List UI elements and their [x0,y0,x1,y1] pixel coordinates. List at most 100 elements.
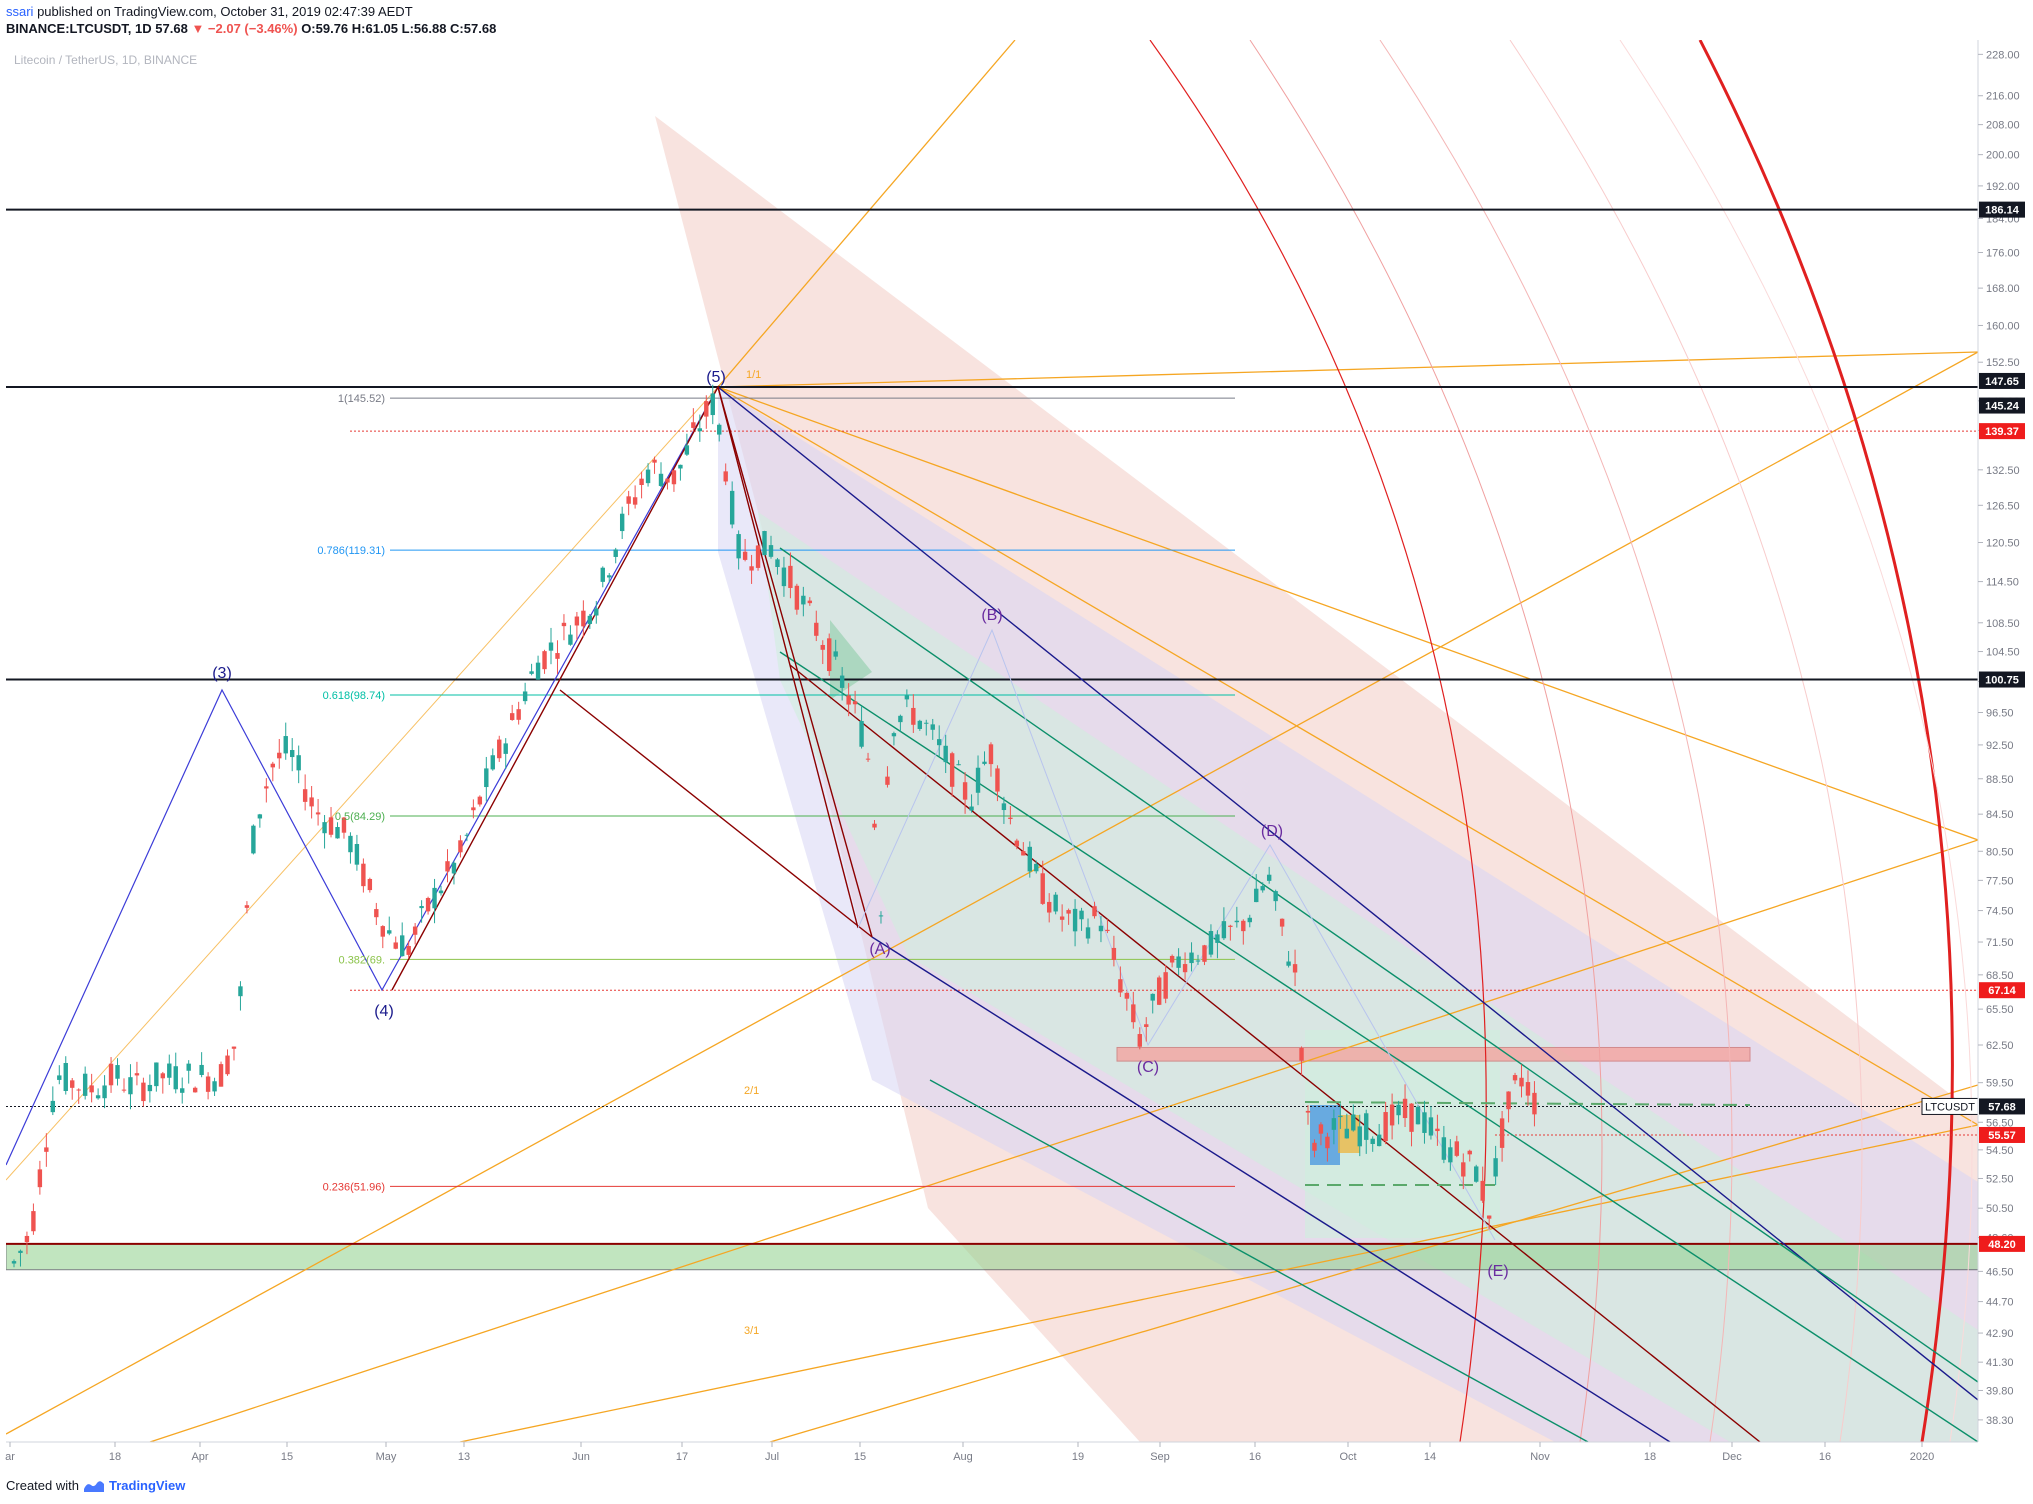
chart-header: ssari published on TradingView.com, Octo… [0,0,2033,40]
wave-label: (E) [1487,1263,1508,1280]
candle-body [1389,1104,1395,1126]
candle-body [57,1075,62,1080]
candle-body [18,1250,23,1253]
candle-body [1286,961,1291,966]
candle-body [367,878,373,891]
pitchfork-line [717,386,1978,1401]
author-name[interactable]: ssari [6,4,34,19]
candle-body [1305,1110,1311,1113]
candle-body [982,761,987,764]
candle-body [632,497,638,505]
x-tick-label: 16 [1819,1451,1831,1463]
candle-body [865,758,871,760]
candle-body [464,834,470,836]
candle-body [645,469,651,484]
candle-body [1512,1075,1518,1081]
candle-body [1189,952,1194,964]
candle-body [1331,1118,1337,1130]
candle-body [1150,993,1155,1001]
y-tick-label: 44.70 [1986,1297,2014,1309]
candle-body [1176,956,1181,968]
candle-body [154,1062,159,1087]
candle-body [1059,916,1065,920]
gann-arc [1509,40,1863,1442]
candle-body [1474,1166,1479,1182]
candle-body [1118,979,1123,993]
candle-body [1021,851,1026,856]
gann-arc [1249,40,1603,1442]
candle-body [1215,934,1220,943]
candle-body [432,887,437,909]
wave-label: (C) [1137,1059,1159,1076]
time-axis[interactable]: ar 18 Apr 15 May 13 Jun 17 Jul 15 Aug 19 Sep 16 Oct 14 N… [5,1441,1978,1463]
candle-body [697,428,703,432]
y-tick-label: 38.30 [1986,1415,2014,1427]
candle-body [328,817,334,835]
y-tick-label: 160.00 [1986,320,2020,332]
plot-area[interactable]: LTCUSDT [6,40,1978,1442]
wave-path [6,386,719,1166]
candle-body [1105,929,1110,932]
price-tag [1979,1126,2025,1143]
candle-body [218,1064,224,1087]
candle-body [671,470,677,485]
candle-body [141,1082,146,1102]
candle-body [904,695,910,700]
candle-body [290,750,295,758]
price-tag [1979,1235,2025,1252]
candle-body [775,559,780,568]
x-tick-label: Sep [1150,1451,1170,1463]
candle-body [885,776,890,785]
candle-body [121,1089,127,1091]
candle-body [89,1085,94,1093]
created-with-text: Created with [6,1478,79,1493]
candle-body [115,1065,120,1079]
candle-body [128,1077,133,1095]
candle-body [1461,1162,1466,1177]
price-tag-label: 186.14 [1985,205,2020,217]
candle-body [270,763,275,768]
candle-body [678,464,683,469]
publish-line: ssari published on TradingView.com, Octo… [6,4,413,19]
y-tick-label: 126.50 [1986,500,2020,512]
candle-body [1124,992,1130,999]
candle-body [393,942,398,949]
y-tick-label: 228.00 [1986,49,2020,61]
candle-body [1182,964,1188,973]
y-tick-label: 46.50 [1986,1266,2014,1278]
gann-arc [1379,40,1733,1442]
chart-title: Litecoin / TetherUS, 1D, BINANCE [14,53,197,67]
gann-fan-line [6,351,1978,1435]
candle-body [1266,874,1272,881]
candle-body [684,445,690,455]
candle-body [574,616,580,626]
y-tick-label: 120.50 [1986,537,2020,549]
price-tag-label: 147.65 [1985,376,2019,388]
candle-body [134,1073,140,1076]
candle-body [846,695,851,705]
candle-body [878,915,884,917]
candle-body [852,701,858,705]
x-tick-label: 17 [676,1451,688,1463]
candle-body [561,622,567,627]
candle-body [205,1076,211,1092]
candle-body [471,807,476,811]
candle-body [607,575,612,578]
candle-body [497,739,502,759]
candle-body [387,930,392,934]
y-tick-label: 108.50 [1986,618,2020,630]
y-tick-label: 216.00 [1986,91,2020,103]
brand-name[interactable]: TradingView [108,1478,186,1493]
candle-body [768,545,774,557]
candle-body [400,935,405,957]
y-tick-label: 104.50 [1986,647,2020,659]
x-tick-label: 18 [1644,1451,1656,1463]
candle-body [814,622,819,636]
candle-body [1441,1137,1447,1160]
candle-body [31,1211,36,1232]
price-axis[interactable]: 228.00216.00208.00200.00192.00184.00176.… [1977,40,2025,1442]
candle-body [380,926,385,937]
candle-body [1027,846,1032,872]
candle-body [374,909,379,918]
